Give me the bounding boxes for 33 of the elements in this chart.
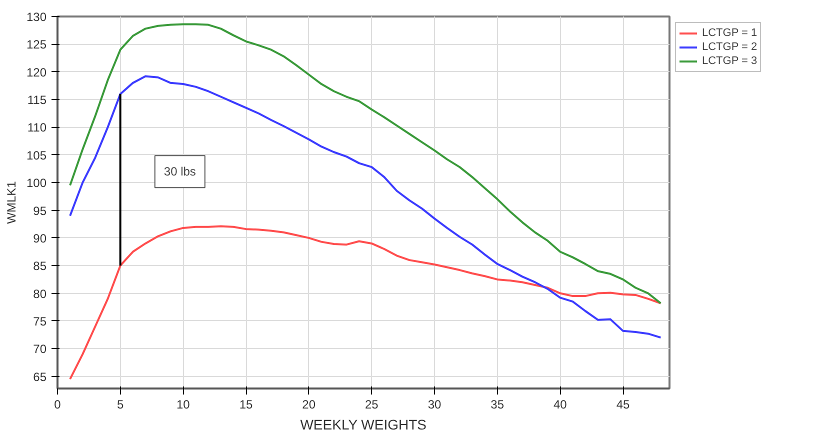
line-series (69, 75, 662, 339)
y-tick-label: 100 (26, 176, 47, 190)
y-tick-label: 110 (27, 120, 47, 135)
x-tick-label: 0 (54, 398, 62, 412)
y-tick-label: 115 (27, 93, 47, 108)
y-tick-label: 85 (33, 259, 47, 274)
x-tick-label: 45 (616, 398, 630, 412)
annotation: 30 lbs (164, 164, 196, 179)
y-tick-label: 75 (33, 314, 47, 328)
y-axis-title: WMLK1 (4, 180, 18, 224)
x-tick-label: 40 (553, 398, 568, 412)
legend-label: LCTGP = 3 (702, 54, 758, 68)
y-tick-label: 120 (26, 65, 47, 80)
line-series (69, 225, 662, 380)
y-tick-label: 125 (26, 38, 47, 52)
x-tick-label: 10 (176, 398, 190, 412)
x-tick-label: 25 (364, 398, 379, 412)
x-tick-label: 5 (116, 398, 124, 412)
legend-label: LCTGP = 1 (702, 26, 758, 40)
x-tick-label: 20 (302, 398, 316, 412)
legend-label: LCTGP = 2 (702, 40, 758, 54)
x-tick-label: 15 (239, 398, 253, 412)
x-axis-title: WEEKLY WEIGHTS (300, 416, 427, 432)
y-tick-label: 65 (33, 370, 47, 384)
x-tick-label: 35 (490, 398, 504, 412)
y-tick-label: 95 (33, 204, 47, 218)
y-tick-label: 130 (26, 10, 47, 24)
x-tick-label: 30 (428, 398, 442, 412)
y-tick-label: 70 (33, 342, 47, 356)
y-tick-label: 80 (33, 286, 47, 301)
y-tick-label: 90 (33, 231, 47, 246)
line-series (69, 23, 662, 304)
y-tick-label: 105 (26, 148, 47, 162)
